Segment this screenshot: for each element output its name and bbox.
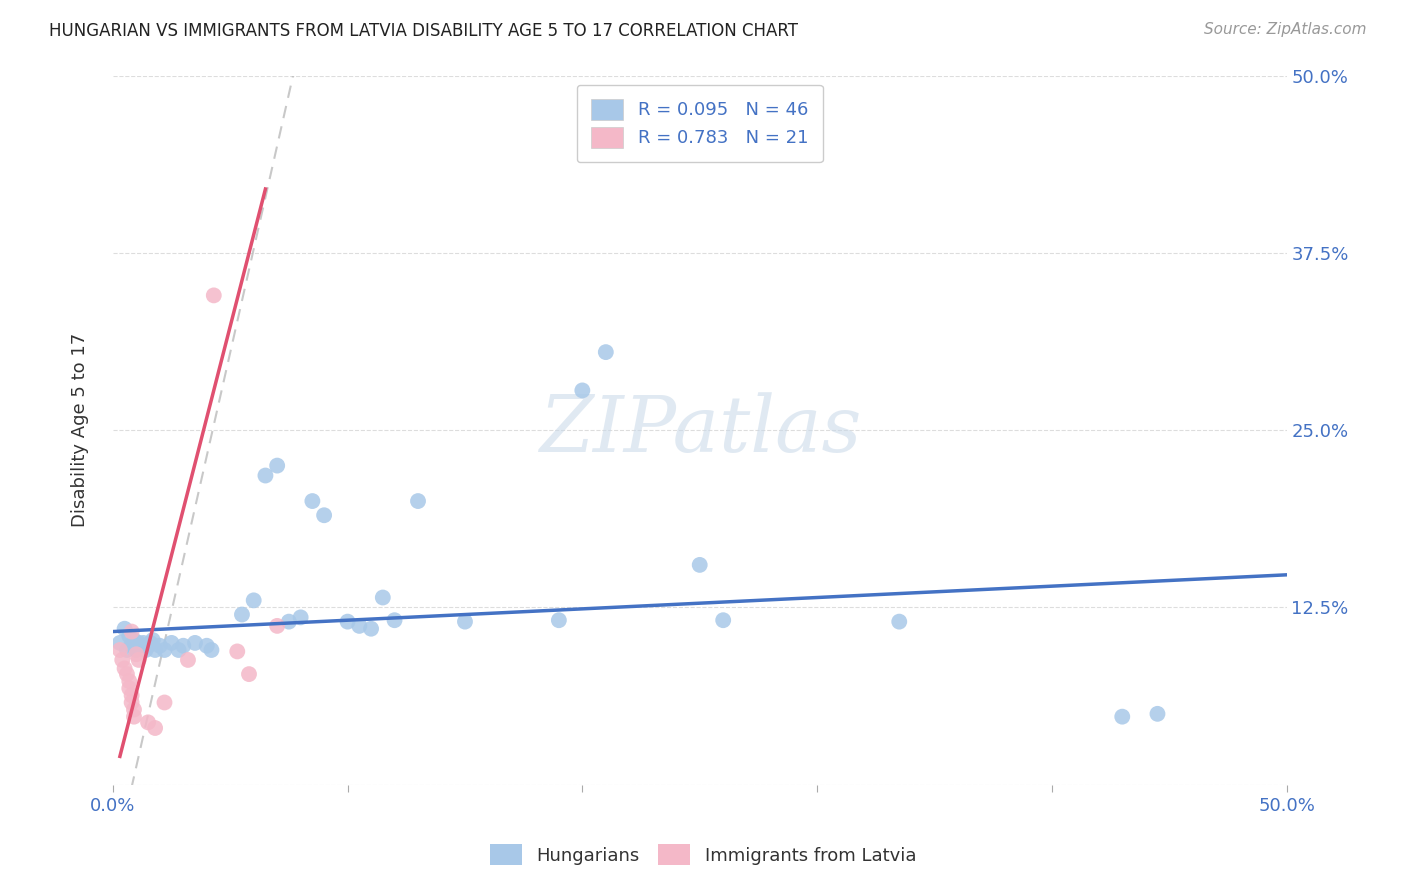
- Point: [149, 639, 172, 653]
- Point: [121, 689, 143, 703]
- Point: [195, 639, 218, 653]
- Point: [266, 619, 288, 633]
- Point: [202, 288, 225, 302]
- Point: [153, 643, 176, 657]
- Point: [121, 639, 143, 653]
- Point: [711, 613, 734, 627]
- Point: [153, 696, 176, 710]
- Point: [118, 681, 141, 696]
- Point: [595, 345, 617, 359]
- Point: [114, 622, 136, 636]
- Point: [371, 591, 394, 605]
- Point: [571, 384, 593, 398]
- Y-axis label: Disability Age 5 to 17: Disability Age 5 to 17: [72, 333, 89, 527]
- Point: [122, 709, 145, 723]
- Point: [266, 458, 288, 473]
- Point: [122, 633, 145, 648]
- Point: [277, 615, 299, 629]
- Point: [108, 636, 131, 650]
- Point: [118, 674, 141, 689]
- Point: [143, 721, 166, 735]
- Point: [226, 644, 249, 658]
- Text: ZIPatlas: ZIPatlas: [538, 392, 860, 468]
- Point: [360, 622, 382, 636]
- Point: [384, 613, 406, 627]
- Point: [547, 613, 569, 627]
- Point: [108, 643, 131, 657]
- Point: [115, 643, 138, 657]
- Point: [118, 629, 141, 643]
- Point: [254, 468, 277, 483]
- Point: [135, 643, 157, 657]
- Point: [136, 715, 159, 730]
- Legend: R = 0.095   N = 46, R = 0.783   N = 21: R = 0.095 N = 46, R = 0.783 N = 21: [576, 85, 823, 162]
- Point: [242, 593, 264, 607]
- Point: [128, 636, 150, 650]
- Point: [200, 643, 222, 657]
- Point: [122, 702, 145, 716]
- Point: [132, 636, 155, 650]
- Point: [172, 639, 194, 653]
- Point: [114, 661, 136, 675]
- Point: [231, 607, 253, 622]
- Point: [129, 639, 152, 653]
- Point: [238, 667, 260, 681]
- Point: [349, 619, 371, 633]
- Point: [136, 639, 159, 653]
- Point: [128, 653, 150, 667]
- Point: [125, 647, 148, 661]
- Point: [177, 653, 200, 667]
- Point: [121, 696, 143, 710]
- Point: [1146, 706, 1168, 721]
- Point: [143, 643, 166, 657]
- Point: [184, 636, 207, 650]
- Point: [167, 643, 190, 657]
- Point: [336, 615, 359, 629]
- Point: [160, 636, 183, 650]
- Point: [1111, 709, 1133, 723]
- Point: [689, 558, 711, 572]
- Text: HUNGARIAN VS IMMIGRANTS FROM LATVIA DISABILITY AGE 5 TO 17 CORRELATION CHART: HUNGARIAN VS IMMIGRANTS FROM LATVIA DISA…: [49, 22, 799, 40]
- Point: [301, 494, 323, 508]
- Point: [406, 494, 429, 508]
- Point: [314, 508, 336, 523]
- Point: [121, 624, 143, 639]
- Legend: Hungarians, Immigrants from Latvia: Hungarians, Immigrants from Latvia: [481, 835, 925, 874]
- Point: [111, 653, 134, 667]
- Text: Source: ZipAtlas.com: Source: ZipAtlas.com: [1204, 22, 1367, 37]
- Point: [889, 615, 911, 629]
- Point: [125, 643, 148, 657]
- Point: [115, 667, 138, 681]
- Point: [142, 633, 165, 648]
- Point: [290, 610, 312, 624]
- Point: [139, 636, 162, 650]
- Point: [454, 615, 477, 629]
